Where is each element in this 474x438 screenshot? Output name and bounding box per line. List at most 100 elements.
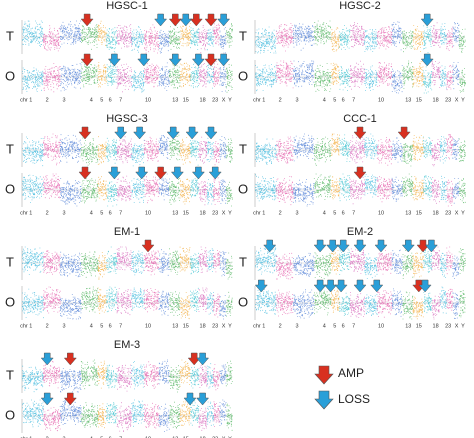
loss-arrow <box>135 166 149 180</box>
chromosome-label: 6 <box>342 323 345 329</box>
chromosome-label: 7 <box>352 210 355 216</box>
copy-number-dots <box>22 136 44 167</box>
copy-number-dots <box>330 176 340 200</box>
copy-number-dots <box>143 246 160 276</box>
chromosome-label: 5 <box>333 97 336 103</box>
copy-number-dots <box>364 133 378 160</box>
copy-number-dots <box>431 139 441 167</box>
copy-number-dots <box>226 252 233 280</box>
loss-arrow <box>217 13 231 27</box>
chromosome-label: 6 <box>342 97 345 103</box>
copy-number-dots <box>376 290 393 318</box>
copy-number-dots <box>169 62 181 89</box>
copy-number-dots <box>43 407 61 432</box>
chromosome-label: 23 <box>212 97 218 103</box>
chromosome-label: Y <box>461 323 465 329</box>
copy-number-dots <box>116 246 132 271</box>
loss-arrow <box>401 239 415 253</box>
copy-number-dots <box>131 250 145 276</box>
copy-number-dots <box>213 293 220 318</box>
chromosome-label: chr 1 <box>20 323 32 329</box>
chromosome-label: 13 <box>172 436 178 438</box>
chromosome-label: X <box>222 210 226 216</box>
copy-number-dots <box>313 252 332 280</box>
copy-number-dots <box>439 286 447 314</box>
copy-number-dots <box>446 288 454 311</box>
copy-number-dots <box>198 287 208 312</box>
copy-number-dots <box>116 136 132 164</box>
amp-arrow <box>141 239 155 253</box>
copy-number-dots <box>314 20 332 46</box>
copy-number-dots <box>349 60 365 90</box>
chromosome-label: X <box>455 323 459 329</box>
copy-number-dots <box>313 173 332 200</box>
chromosome-label: 4 <box>90 323 93 329</box>
chromosome-label: Y <box>228 210 232 216</box>
copy-number-dots <box>213 177 221 205</box>
copy-number-dots <box>190 252 200 275</box>
copy-number-dots <box>158 29 170 54</box>
amp-arrow <box>80 53 94 67</box>
copy-number-dots <box>452 255 460 279</box>
copy-number-dots <box>80 402 99 428</box>
chromosome-label: 23 <box>445 97 451 103</box>
amp-arrow <box>78 126 92 140</box>
copy-number-dots <box>59 178 82 207</box>
loss-arrow <box>424 239 438 253</box>
copy-number-dots <box>339 134 351 162</box>
loss-arrow <box>204 126 218 140</box>
chromosome-label: 6 <box>109 436 112 438</box>
copy-number-dots <box>131 399 145 427</box>
copy-number-dots <box>439 175 447 203</box>
copy-number-dots <box>458 248 466 274</box>
chromosome-label: 10 <box>145 210 151 216</box>
chromosome-label: 15 <box>183 436 189 438</box>
copy-number-dots <box>22 399 44 428</box>
amp-arrow <box>154 166 168 180</box>
copy-number-dots <box>402 60 414 89</box>
copy-number-dots <box>97 176 107 201</box>
copy-number-dots <box>276 136 294 164</box>
copy-number-dots <box>143 63 160 88</box>
loss-arrow <box>133 126 147 140</box>
chromosome-label: 23 <box>212 210 218 216</box>
copy-number-dots <box>458 68 466 93</box>
copy-number-dots <box>452 292 460 319</box>
chromosome-label: 7 <box>119 97 122 103</box>
copy-number-dots <box>60 63 82 92</box>
copy-number-dots <box>106 364 118 389</box>
chromosome-label: 7 <box>352 97 355 103</box>
copy-number-dots <box>97 287 107 314</box>
copy-number-dots <box>198 181 208 206</box>
copy-number-dots <box>179 292 191 320</box>
copy-number-dots <box>106 286 118 313</box>
copy-number-dots <box>169 401 181 429</box>
loss-arrow <box>334 279 348 293</box>
copy-number-dots <box>452 22 460 47</box>
loss-arrow <box>374 239 388 253</box>
chromosome-label: Y <box>228 436 232 438</box>
loss-arrow <box>183 392 197 406</box>
copy-number-dots <box>190 62 199 89</box>
copy-number-dots <box>206 62 214 89</box>
copy-number-dots <box>446 246 454 275</box>
chromosome-label: Y <box>228 323 232 329</box>
copy-number-dots <box>330 62 340 85</box>
copy-number-dots <box>349 22 365 48</box>
copy-number-dots <box>179 246 191 272</box>
chromosome-label: 10 <box>378 97 384 103</box>
copy-number-dots <box>81 61 98 88</box>
copy-number-dots <box>225 360 233 387</box>
chromosome-label: 23 <box>445 210 451 216</box>
copy-number-dots <box>391 288 403 317</box>
copy-number-dots <box>144 136 159 162</box>
copy-number-dots <box>179 178 191 205</box>
chromosome-label: 23 <box>212 436 218 438</box>
copy-number-dots <box>226 181 233 207</box>
copy-number-dots <box>423 175 433 201</box>
loss-arrow <box>418 279 432 293</box>
copy-number-dots <box>225 291 233 317</box>
copy-number-dots <box>179 401 191 426</box>
copy-number-dots <box>59 251 82 278</box>
copy-number-dots <box>116 63 132 93</box>
